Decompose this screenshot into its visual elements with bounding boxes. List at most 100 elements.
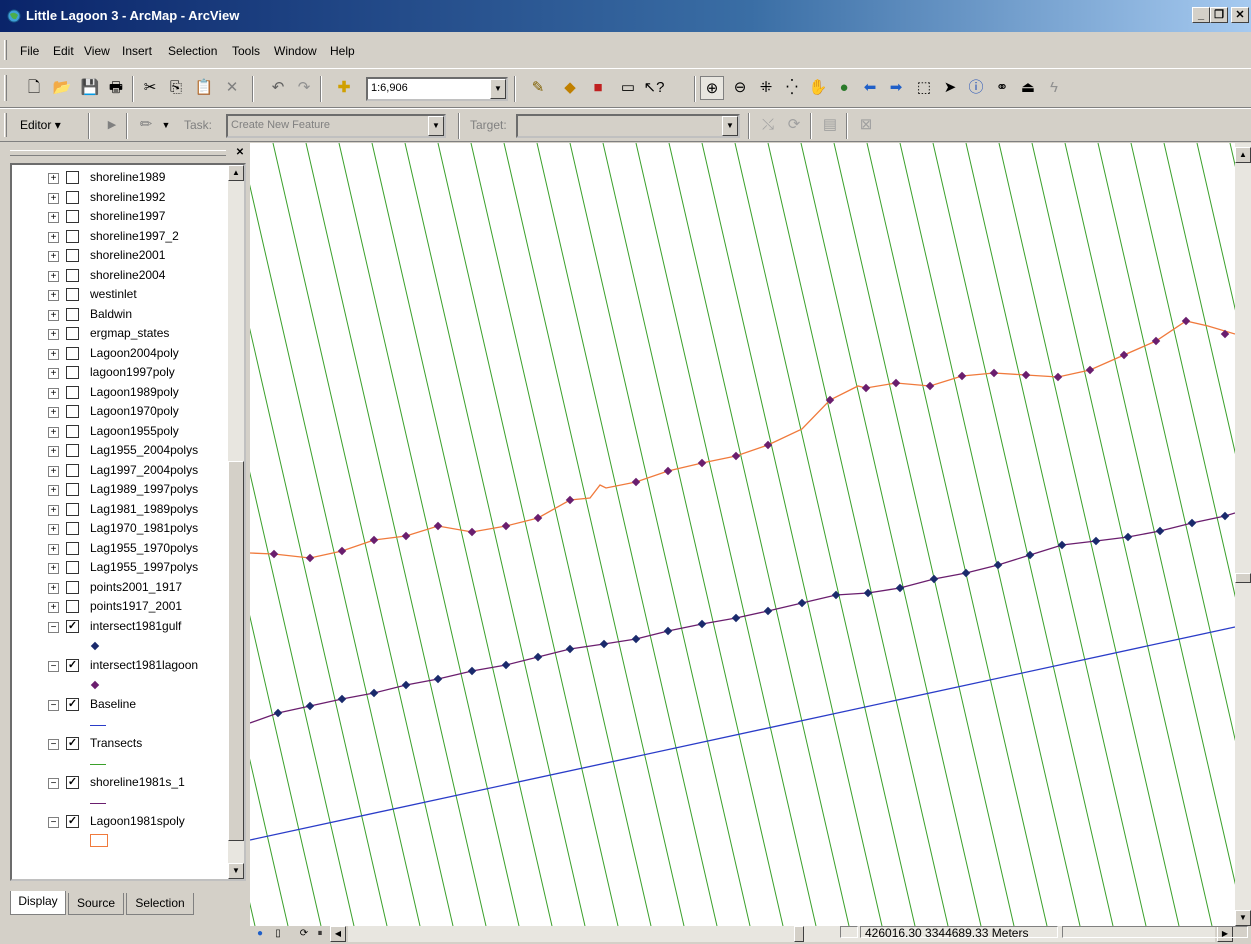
find-binoculars-icon[interactable]: ⚭ [995,79,1009,96]
tab-selection[interactable]: Selection [126,893,194,915]
map-view[interactable] [250,143,1235,926]
menu-grip[interactable] [4,40,7,60]
pause-drawing-icon[interactable]: ⏸ [317,928,323,939]
layer-visibility-checkbox[interactable] [66,268,79,282]
menu-tools[interactable]: Tools [232,44,261,58]
sketch-pencil-icon[interactable]: ✏ [139,116,153,133]
layer-row[interactable]: + shoreline1997 [12,208,212,227]
zoom-in-icon[interactable]: ⊕ [700,76,724,100]
expand-icon[interactable]: + [48,563,59,574]
expand-icon[interactable]: + [48,329,59,340]
chevron-down-icon[interactable]: ▼ [161,120,171,130]
layer-name[interactable]: points1917_2001 [90,599,183,613]
layer-row[interactable]: + Lag1955_1997polys [12,559,212,578]
layer-row[interactable]: + points1917_2001 [12,598,212,617]
restore-button[interactable]: ❐ [1210,7,1228,23]
expand-icon[interactable]: + [48,251,59,262]
layer-visibility-checkbox[interactable] [66,249,79,262]
layer-row[interactable]: + points2001_1917 [12,579,212,598]
cut-icon[interactable]: ✂ [143,79,157,96]
layer-visibility-checkbox[interactable] [66,580,79,594]
toolbar-grip[interactable] [4,75,7,101]
menu-file[interactable]: File [20,44,40,58]
layer-visibility-checkbox[interactable] [66,522,79,535]
measure-icon[interactable]: ⏏ [1020,79,1036,96]
scroll-left-icon[interactable]: ◀ [330,926,346,942]
close-icon[interactable]: ✕ [235,147,245,158]
layer-row[interactable]: + shoreline2001 [12,247,212,266]
arccatalog-icon[interactable]: ◆ [564,79,576,96]
expand-icon[interactable]: + [48,465,59,477]
layer-visibility-checkbox[interactable] [66,210,79,223]
layer-row[interactable]: + shoreline1989 [12,169,212,188]
layer-visibility-checkbox[interactable]: ✓ [66,697,79,711]
layer-visibility-checkbox[interactable]: ✓ [66,814,79,828]
layer-visibility-checkbox[interactable] [66,424,79,438]
layer-name[interactable]: shoreline1992 [90,189,166,204]
expand-icon[interactable]: + [48,290,59,301]
expand-icon[interactable]: + [48,446,59,457]
menu-edit[interactable]: Edit [53,44,74,58]
collapse-icon[interactable]: − [48,816,59,828]
expand-icon[interactable]: + [48,504,59,516]
expand-icon[interactable]: + [48,192,59,204]
expand-icon[interactable]: + [48,368,59,379]
layer-row[interactable]: + lagoon1997poly [12,364,212,383]
chevron-down-icon[interactable]: ▼ [490,79,506,99]
fixed-zoom-in-icon[interactable]: ⁜ [759,79,773,96]
layer-name[interactable]: Lag1997_2004polys [90,462,199,477]
layer-name[interactable]: Baseline [90,696,137,711]
layer-row[interactable]: + Lagoon1989poly [12,384,212,403]
title-bar[interactable]: Little Lagoon 3 - ArcMap - ArcView _ ❐ ✕ [0,0,1251,32]
layer-visibility-checkbox[interactable] [66,541,79,555]
layer-visibility-checkbox[interactable]: ✓ [66,658,79,672]
forward-arrow-icon[interactable]: ➡ [889,79,903,96]
save-icon[interactable]: 💾 [80,79,100,96]
data-view-icon[interactable]: ● [256,928,264,939]
layer-name[interactable]: Lagoon1981spoly [90,813,185,828]
menu-window[interactable]: Window [274,44,317,58]
layer-name[interactable]: Lagoon1970poly [90,404,179,418]
layer-visibility-checkbox[interactable] [66,502,79,516]
new-document-icon[interactable]: 🗋 [27,79,41,96]
layer-row[interactable]: + ergmap_states [12,325,212,344]
collapse-icon[interactable]: − [48,621,59,633]
expand-icon[interactable]: + [48,348,59,360]
close-button[interactable]: ✕ [1231,7,1249,23]
target-dropdown[interactable]: ▼ [516,114,740,138]
print-icon[interactable]: 🖶 [108,79,124,96]
layer-name[interactable]: ergmap_states [90,326,170,340]
whats-this-icon[interactable]: ↖? [643,79,665,96]
undo-icon[interactable]: ↶ [271,79,285,96]
expand-icon[interactable]: + [48,407,59,418]
task-dropdown[interactable]: Create New Feature ▼ [226,114,446,138]
layer-visibility-checkbox[interactable] [66,346,79,360]
zoom-out-icon[interactable]: ⊖ [733,79,747,96]
layer-visibility-checkbox[interactable] [66,366,79,379]
layer-visibility-checkbox[interactable] [66,307,79,321]
layer-name[interactable]: shoreline1997_2 [90,228,179,243]
layer-visibility-checkbox[interactable] [66,600,79,613]
toc-grip[interactable] [10,150,226,156]
menu-help[interactable]: Help [330,44,355,58]
layer-row[interactable]: + Baldwin [12,306,212,325]
map-vertical-scrollbar[interactable]: ▲ ▼ [1235,143,1251,926]
hyperlink-icon[interactable]: ϟ [1050,79,1058,96]
layer-name[interactable]: Lagoon1989poly [90,384,179,399]
layer-row[interactable]: + shoreline2004 [12,267,212,286]
map-vscroll-thumb[interactable] [1235,573,1251,583]
map-scale-combo[interactable]: 1:6,906 ▼ [366,77,508,101]
expand-icon[interactable]: + [48,582,59,594]
layer-row[interactable]: + shoreline1992 [12,189,212,208]
layer-row[interactable]: − ✓ intersect1981gulf [12,618,212,637]
editor-menu[interactable]: Editor ▾ [20,118,61,132]
collapse-icon[interactable]: − [48,660,59,672]
layer-visibility-checkbox[interactable] [66,385,79,399]
collapse-icon[interactable]: − [48,738,59,750]
layer-name[interactable]: shoreline1989 [90,170,166,184]
expand-icon[interactable]: + [48,387,59,399]
chevron-down-icon[interactable]: ▼ [428,116,444,136]
layer-row[interactable]: + westinlet [12,286,212,305]
expand-icon[interactable]: + [48,309,59,321]
attributes-icon[interactable]: ▤ [822,116,838,133]
